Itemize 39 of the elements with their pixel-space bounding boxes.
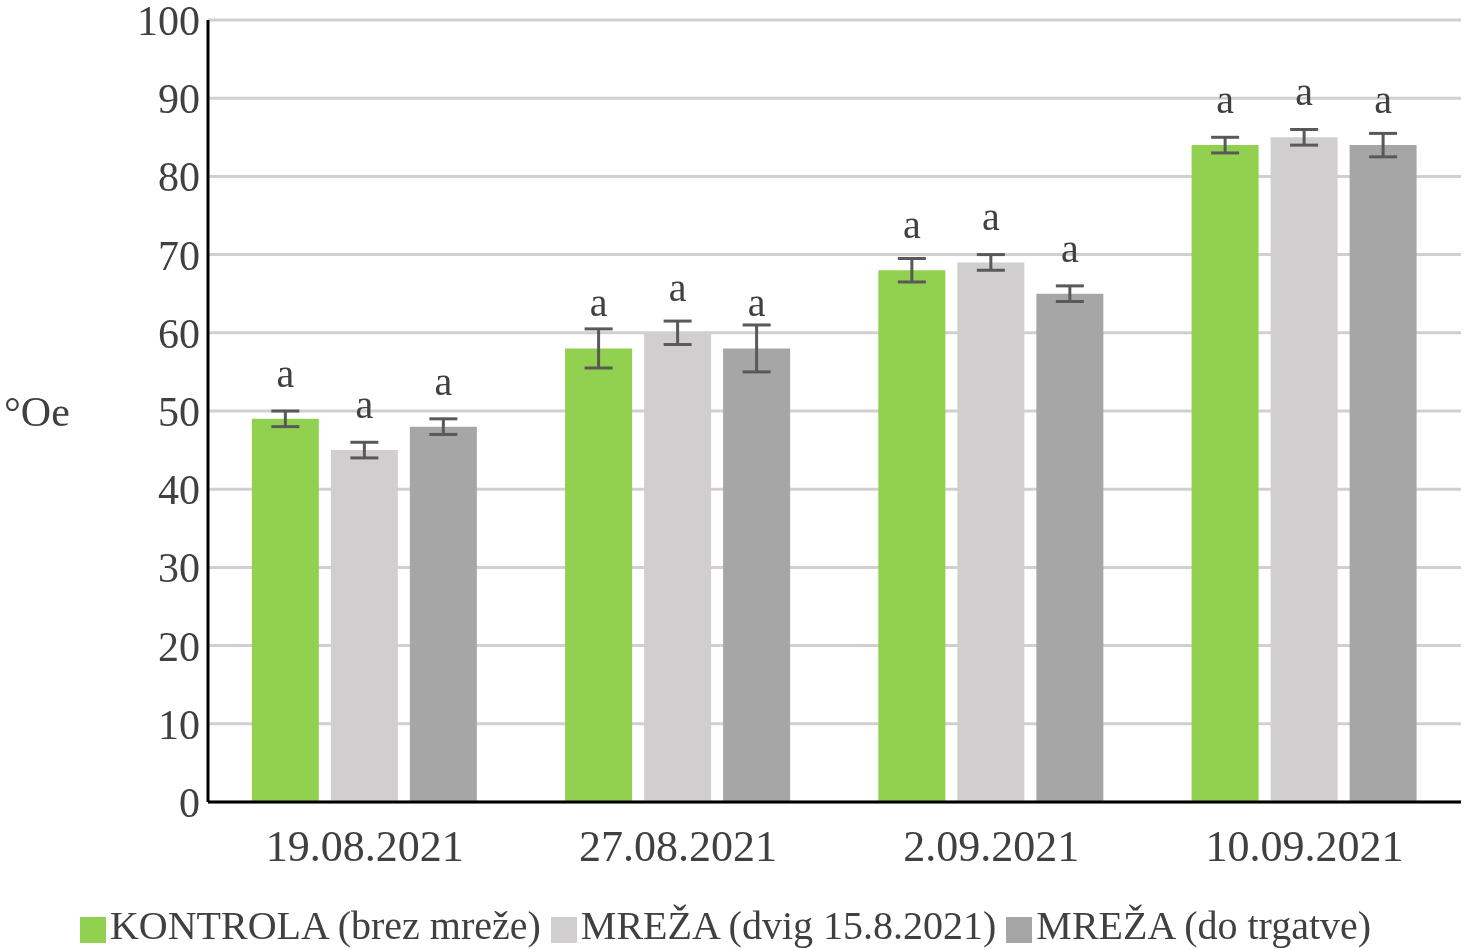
x-tick-label: 10.09.2021 — [1205, 822, 1404, 872]
data-label: a — [1295, 69, 1314, 115]
bar — [409, 426, 477, 802]
data-label: a — [1374, 77, 1393, 123]
bar — [565, 348, 633, 802]
bar — [723, 348, 791, 802]
x-tick-label: 27.08.2021 — [578, 822, 777, 872]
data-label: a — [1216, 77, 1235, 123]
y-tick-label: 10 — [158, 701, 200, 748]
x-tick-label: 2.09.2021 — [903, 822, 1080, 872]
y-tick-label: 100 — [137, 0, 200, 44]
bar — [1191, 145, 1259, 802]
bar — [1036, 293, 1104, 802]
legend-label: MREŽA (do trgatve) — [1036, 903, 1372, 948]
data-label: a — [981, 194, 1000, 240]
data-label: a — [355, 382, 374, 428]
y-tick-label: 90 — [158, 76, 200, 123]
data-label: a — [589, 280, 608, 326]
y-tick-label: 60 — [158, 310, 200, 357]
data-label: a — [276, 350, 295, 396]
y-tick-label: 50 — [158, 388, 200, 435]
y-tick-label: 0 — [179, 779, 200, 826]
y-axis-title: °Oe — [4, 388, 70, 435]
data-label: a — [902, 202, 921, 248]
legend-label: KONTROLA (brez mreže) — [109, 903, 541, 948]
bar — [1349, 145, 1417, 802]
y-tick-label: 20 — [158, 623, 200, 670]
y-tick-label: 40 — [158, 467, 200, 514]
x-tick-label: 19.08.2021 — [265, 822, 464, 872]
bar — [251, 418, 319, 802]
y-tick-label: 80 — [158, 154, 200, 201]
data-label: a — [668, 264, 687, 310]
legend-label: MREŽA (dvig 15.8.2021) — [580, 903, 997, 948]
bar — [878, 270, 946, 802]
y-tick-label: 70 — [158, 232, 200, 279]
data-label: a — [1060, 225, 1079, 271]
data-label: a — [747, 280, 766, 326]
data-label: a — [434, 358, 453, 404]
y-tick-label: 30 — [158, 545, 200, 592]
